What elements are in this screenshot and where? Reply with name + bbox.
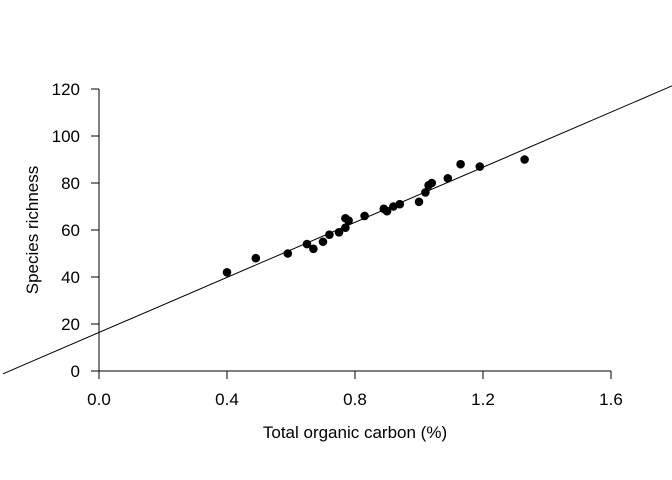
data-point bbox=[360, 211, 369, 221]
y-tick-label: 100 bbox=[52, 127, 80, 146]
x-axis-title: Total organic carbon (%) bbox=[263, 423, 447, 442]
data-point bbox=[475, 162, 485, 171]
data-point bbox=[334, 228, 344, 237]
x-tick-label: 0.8 bbox=[343, 390, 367, 409]
data-point bbox=[341, 223, 350, 232]
y-tick-label: 80 bbox=[61, 174, 80, 193]
data-point bbox=[395, 199, 405, 209]
x-tick-label: 0.4 bbox=[215, 390, 239, 409]
data-point bbox=[344, 216, 353, 225]
data-point bbox=[414, 197, 424, 207]
data-point bbox=[251, 253, 261, 263]
y-tick-label: 0 bbox=[71, 362, 80, 381]
x-tick-label: 0.0 bbox=[87, 390, 111, 409]
data-point bbox=[456, 159, 465, 169]
y-tick-label: 120 bbox=[52, 80, 80, 99]
data-point bbox=[520, 155, 529, 164]
data-point bbox=[443, 174, 453, 183]
data-point bbox=[222, 268, 232, 277]
x-tick-label: 1.6 bbox=[599, 390, 623, 409]
data-point bbox=[283, 249, 293, 258]
data-point bbox=[382, 206, 392, 216]
data-point bbox=[421, 188, 430, 197]
x-tick-label: 1.2 bbox=[471, 390, 495, 409]
data-point bbox=[309, 244, 318, 254]
data-point bbox=[302, 239, 312, 249]
y-tick-label: 40 bbox=[61, 268, 80, 287]
regression-line bbox=[2, 85, 672, 375]
data-point bbox=[325, 230, 334, 239]
y-tick-label: 20 bbox=[61, 315, 80, 334]
y-axis-title: Species richness bbox=[23, 166, 42, 295]
data-point bbox=[427, 178, 437, 188]
y-tick-label: 60 bbox=[61, 221, 80, 240]
data-point bbox=[318, 237, 328, 247]
